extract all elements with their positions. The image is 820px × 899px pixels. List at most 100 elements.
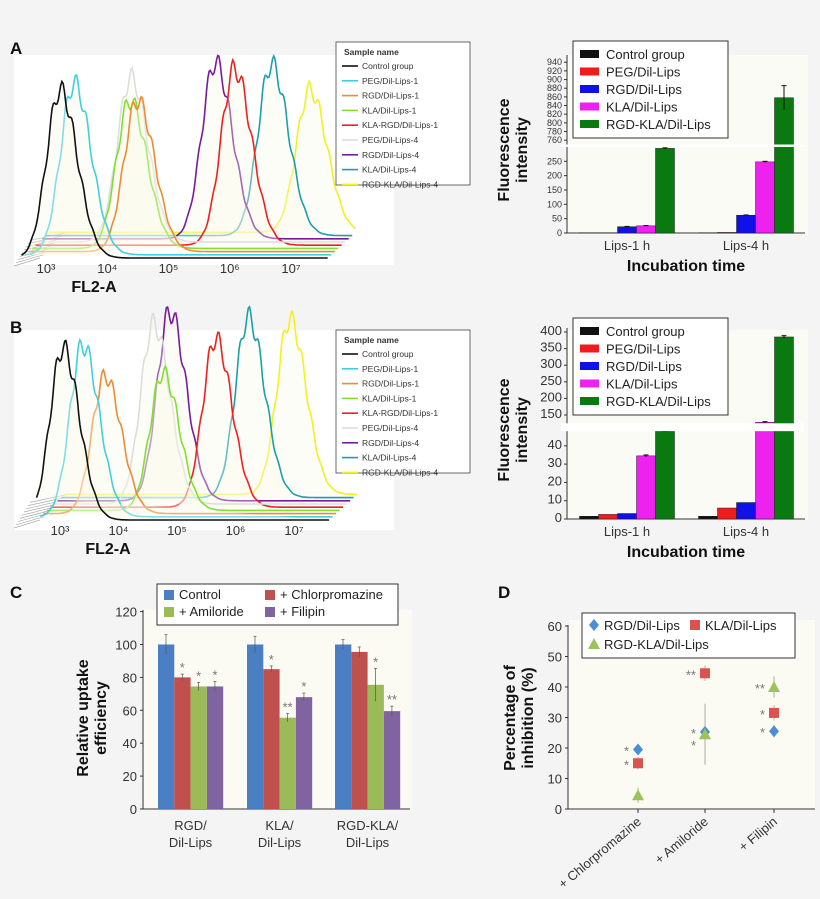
bar (636, 455, 656, 520)
depth-grid-line (17, 251, 48, 260)
legend-item: + Amiloride (179, 604, 244, 619)
x-tick-label: 10⁵ (159, 261, 179, 276)
legend-swatch (164, 607, 174, 617)
legend-title: Sample name (344, 335, 399, 345)
y-tick-label: 840 (547, 101, 562, 111)
y-tick-label: 40 (548, 680, 562, 695)
x-category-label: Dil-Lips (258, 835, 302, 850)
x-category-label: KLA/ (265, 818, 294, 833)
y-tick-label: 30 (548, 711, 562, 726)
legend-swatch (580, 102, 599, 111)
legend-item: RGD-KLA/Dil-Lips (606, 394, 711, 409)
y-tick-label: 20 (548, 473, 562, 488)
y-tick-label: 780 (547, 127, 562, 137)
bar (736, 502, 756, 520)
y-axis-title-line1: Percentage of (502, 664, 519, 770)
y-tick-label: 0 (130, 802, 137, 817)
x-category-label: Lips-1 h (604, 238, 650, 253)
data-point (768, 681, 780, 692)
x-tick-label: 10³ (37, 261, 56, 276)
legend-item: KLA/Dil-Lips-4 (362, 453, 417, 463)
significance-mark: ** (686, 667, 696, 682)
y-tick-label: 860 (547, 92, 562, 102)
y-axis-title-line2: intensity (514, 397, 531, 463)
y-tick-label: 150 (547, 185, 562, 195)
significance-mark: * (624, 744, 629, 759)
bar (717, 507, 737, 520)
y-tick-label: 120 (115, 605, 137, 620)
legend-item: Control group (606, 324, 685, 339)
bar (367, 684, 384, 809)
x-axis-title: FL2-A (71, 279, 117, 296)
significance-mark: * (760, 707, 765, 722)
legend-marker (690, 620, 700, 630)
y-tick-label: 200 (547, 171, 562, 181)
data-point (633, 758, 643, 769)
significance-mark: * (624, 757, 629, 772)
legend-swatch (580, 327, 599, 335)
legend-swatch (580, 85, 599, 93)
y-tick-label: 20 (123, 769, 137, 784)
legend-item: RGD-KLA/Dil-Lips-4 (362, 467, 438, 477)
bar (158, 644, 175, 809)
significance-mark: * (760, 725, 765, 740)
histogram-curve-9 (49, 79, 357, 234)
depth-grid-line (21, 506, 55, 516)
x-category-label: Dil-Lips (346, 835, 390, 850)
y-tick-label: 100 (547, 199, 562, 209)
x-category-label: RGD/ (174, 818, 207, 833)
legend-item: PEG/Dil-Lips-1 (362, 76, 418, 86)
significance-mark: * (691, 726, 696, 741)
x-tick-label: 10⁴ (108, 523, 128, 538)
histogram-curve-3 (28, 95, 335, 253)
bar (279, 717, 296, 809)
bar (351, 651, 368, 809)
y-tick-label: 60 (548, 619, 562, 634)
legend-item: RGD-KLA/Dil-Lips (604, 637, 709, 652)
y-tick-label: 400 (540, 323, 562, 338)
y-tick-label: 10 (548, 492, 562, 507)
x-axis-title: Incubation time (627, 544, 745, 561)
histogram-curve-8 (61, 305, 354, 499)
legend-swatch (580, 50, 599, 58)
legend-swatch (580, 120, 599, 128)
x-tick-label: 10⁶ (226, 523, 246, 538)
legend-swatch (580, 344, 599, 353)
x-axis-title: Incubation time (627, 258, 745, 275)
bar (755, 161, 775, 234)
legend-item: PEG/Dil-Lips-4 (362, 423, 418, 433)
histogram-curve-7 (57, 305, 351, 502)
y-axis-title-line1: Relative uptake (75, 659, 92, 776)
depth-grid-line (15, 516, 44, 526)
legend-item: Control group (606, 47, 685, 62)
panel-label-b: B (10, 318, 22, 337)
bar (774, 97, 794, 234)
legend-swatch (580, 362, 599, 370)
depth-grid-line (15, 254, 44, 264)
legend-item: RGD-KLA/Dil-Lips (606, 117, 711, 132)
data-point (769, 725, 779, 738)
histogram-curve-3 (43, 367, 337, 515)
legend-item: KLA/Dil-Lips (606, 100, 678, 115)
y-tick-label: 920 (547, 66, 562, 76)
legend-item: RGD/Dil-Lips-4 (362, 150, 419, 160)
legend-item: RGD/Dil-Lips (606, 359, 682, 374)
data-point (633, 743, 643, 756)
legend-item: KLA-RGD/Dil-Lips-1 (362, 120, 438, 130)
x-tick-label: 10⁵ (167, 523, 187, 538)
panel-label-d: D (498, 583, 510, 602)
y-axis-title-line1: Fluorescence (496, 98, 513, 201)
bar (174, 677, 191, 809)
histogram-a: 10³ 10⁴ 10⁵ 10⁶ 10⁷ FL2-A Sample name Control g… (13, 41, 471, 296)
bar (383, 711, 401, 809)
legend-item: PEG/Dil-Lips-1 (362, 364, 418, 374)
bar (617, 226, 637, 234)
legend-item: Control group (362, 61, 414, 71)
significance-mark: ** (755, 681, 765, 696)
y-tick-label: 80 (123, 670, 137, 685)
y-tick-label: 150 (540, 406, 562, 421)
depth-grid-line (13, 257, 41, 267)
bar (655, 430, 675, 520)
x-category-label: + Amiloride (652, 814, 711, 867)
